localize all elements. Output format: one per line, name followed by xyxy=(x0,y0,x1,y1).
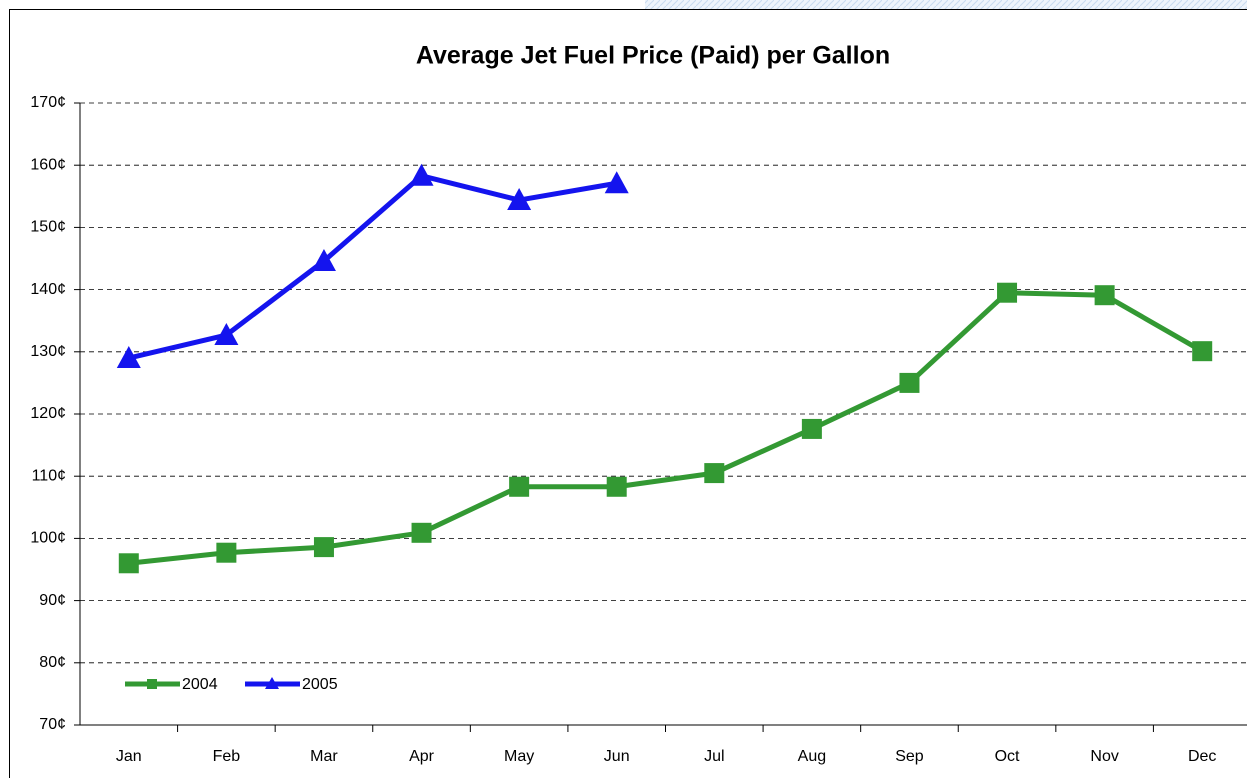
chart-frame xyxy=(9,9,1247,778)
y-tick-label: 150¢ xyxy=(30,219,66,236)
data-point xyxy=(313,537,334,558)
data-point xyxy=(311,248,336,271)
data-point xyxy=(116,346,141,369)
background-pattern xyxy=(645,0,1247,9)
y-tick-label: 160¢ xyxy=(30,156,66,173)
data-point xyxy=(1192,341,1213,362)
chart-title: Average Jet Fuel Price (Paid) per Gallon xyxy=(416,42,890,70)
x-tick-label: Dec xyxy=(1188,748,1216,765)
y-tick-label: 110¢ xyxy=(32,467,66,484)
series-line xyxy=(128,173,618,361)
series-line xyxy=(128,290,1204,566)
x-tick-label: Jun xyxy=(604,748,630,765)
data-point xyxy=(411,522,432,543)
y-tick-label: 130¢ xyxy=(30,343,66,360)
y-tick-label: 120¢ xyxy=(30,405,66,422)
data-point xyxy=(997,282,1018,303)
data-point xyxy=(409,163,434,186)
y-tick-label: 170¢ xyxy=(30,94,66,111)
data-point xyxy=(509,476,530,497)
x-tick-label: Oct xyxy=(995,748,1020,765)
x-tick-label: May xyxy=(504,748,534,765)
x-tick-label: Aug xyxy=(798,748,826,765)
legend-marker xyxy=(265,677,279,689)
legend-label: 2005 xyxy=(302,676,338,693)
y-tick-label: 80¢ xyxy=(39,654,66,671)
x-tick-label: Sep xyxy=(895,748,924,765)
data-point xyxy=(216,542,237,563)
data-point xyxy=(214,323,239,346)
data-point xyxy=(118,553,139,574)
y-tick-label: 70¢ xyxy=(39,716,66,733)
data-point xyxy=(1094,285,1115,306)
data-point xyxy=(604,171,629,194)
data-point xyxy=(704,463,725,484)
data-point xyxy=(899,372,920,393)
data-point xyxy=(606,476,627,497)
y-tick-label: 140¢ xyxy=(30,281,66,298)
x-tick-label: Jan xyxy=(116,748,142,765)
x-tick-label: Mar xyxy=(310,748,338,765)
x-tick-label: Feb xyxy=(213,748,241,765)
x-tick-label: Jul xyxy=(704,748,724,765)
data-point xyxy=(507,188,532,211)
legend-label: 2004 xyxy=(182,676,218,693)
y-tick-label: 100¢ xyxy=(30,530,66,547)
data-point xyxy=(801,418,822,439)
y-tick-label: 90¢ xyxy=(39,592,66,609)
x-tick-label: Nov xyxy=(1090,748,1118,765)
legend-marker xyxy=(147,679,157,689)
x-tick-label: Apr xyxy=(409,748,435,765)
